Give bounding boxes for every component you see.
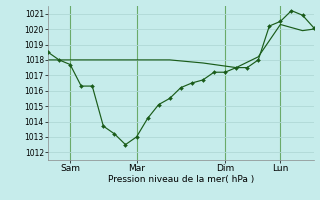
X-axis label: Pression niveau de la mer( hPa ): Pression niveau de la mer( hPa ) <box>108 175 254 184</box>
